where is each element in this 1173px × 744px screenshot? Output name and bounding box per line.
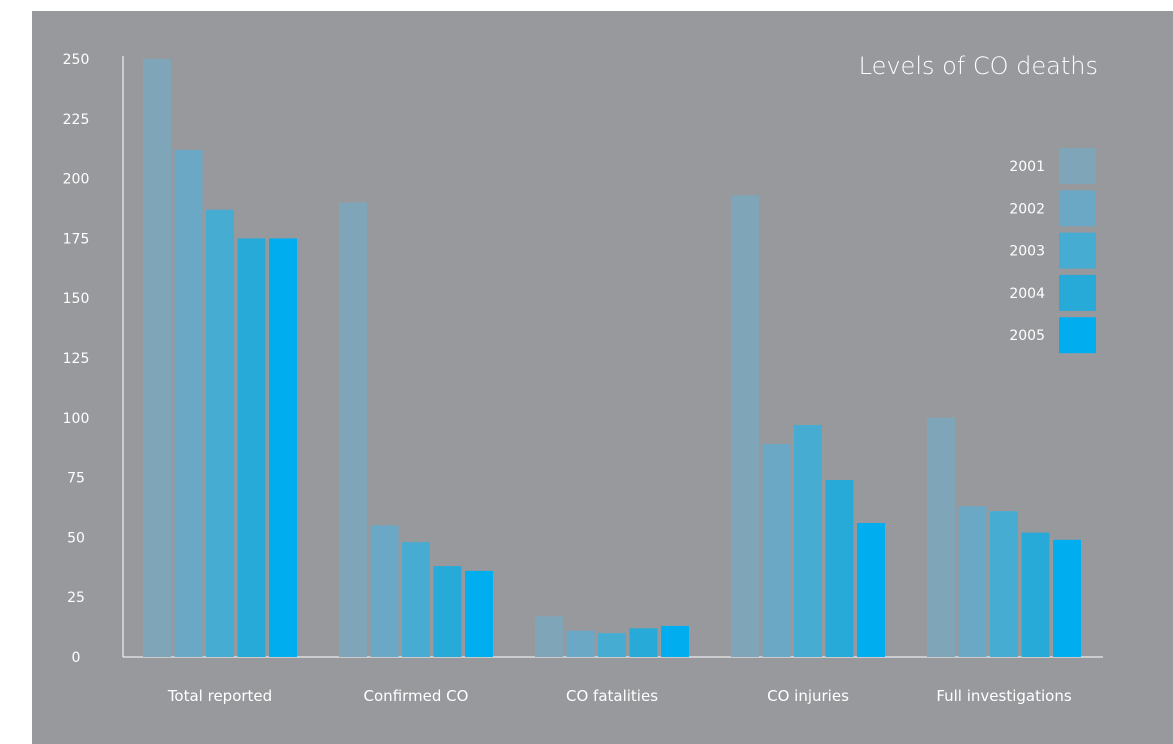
bar-2001-2 [535,616,563,657]
category-label: Full investigations [936,687,1072,705]
bar-2005-0 [269,238,297,657]
category-label: CO injuries [767,687,849,705]
legend-label: 2001 [1009,159,1045,175]
bar-series [143,59,1081,658]
y-tick-label: 150 [63,291,90,307]
bar-2005-1 [465,570,493,657]
bar-2002-3 [762,444,791,657]
bar-2002-4 [958,506,987,657]
legend-label: 2002 [1009,201,1045,217]
bar-2003-3 [794,425,822,657]
legend-swatch-2005 [1059,317,1096,354]
y-tick-label: 0 [72,650,81,666]
y-tick-labels: 0 25 50 75 100 125 150 175 200 225 250 [63,52,90,666]
bar-2003-2 [598,633,626,657]
legend-swatch-2003 [1059,232,1096,269]
bar-2002-2 [566,630,595,657]
bar-2004-0 [237,238,266,657]
y-tick-label: 175 [63,231,90,247]
bar-2001-3 [731,195,759,658]
bar-2004-4 [1021,532,1050,657]
bar-2001-1 [339,202,367,657]
bar-2005-2 [661,625,689,657]
legend-swatch-2004 [1059,274,1096,311]
bar-2005-3 [857,523,885,657]
y-tick-label: 225 [63,112,90,128]
bar-2004-3 [825,480,854,657]
bar-2003-0 [206,209,234,657]
category-label: Confirmed CO [364,687,469,705]
legend-swatch-2002 [1059,190,1096,227]
y-tick-label: 50 [67,530,85,546]
legend-label: 2005 [1009,328,1045,344]
legend-swatch-2001 [1059,148,1096,184]
bar-2001-4 [927,417,955,657]
bar-2003-1 [402,542,430,657]
bar-2004-2 [629,628,658,657]
bar-2004-1 [433,566,462,657]
category-label: Total reported [167,687,272,705]
y-tick-label: 75 [67,471,85,487]
y-tick-label: 200 [63,172,90,188]
category-labels: Total reported Confirmed CO CO fatalities C… [167,687,1072,705]
legend-label: 2004 [1009,286,1045,302]
y-tick-label: 125 [63,351,90,367]
y-tick-label: 25 [67,590,85,606]
legend-label: 2003 [1009,244,1045,260]
bar-2002-0 [174,149,203,657]
chart-title: Levels of CO deaths [859,52,1098,80]
y-tick-label: 250 [63,52,90,68]
legend: 2001 2002 2003 2004 2005 [1009,148,1096,354]
bar-2001-0 [143,59,171,657]
bar-2005-4 [1053,539,1081,657]
bar-2003-4 [990,511,1018,657]
bar-2002-1 [370,525,399,657]
y-tick-label: 100 [63,411,90,427]
category-label: CO fatalities [566,687,658,705]
